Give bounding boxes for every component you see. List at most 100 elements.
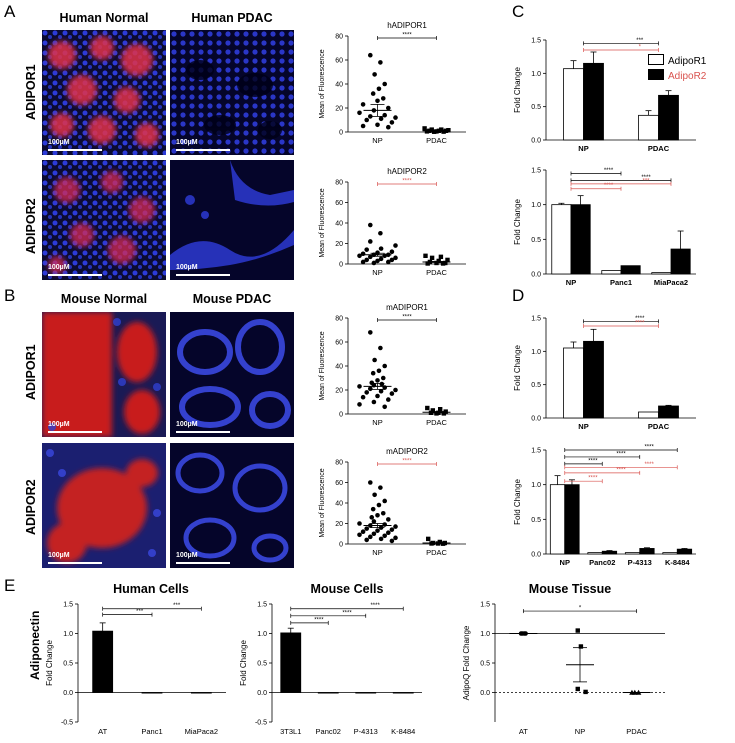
scale-label: 100µM	[176, 552, 198, 559]
mADIPOR2-point	[426, 536, 431, 542]
hADIPOR1-ytick-label: 60	[335, 58, 343, 65]
mADIPOR2-point	[360, 529, 366, 534]
E_human-xtick-label: Panc1	[141, 727, 162, 736]
mADIPOR2-point	[389, 527, 395, 532]
mADIPOR1-point	[382, 363, 388, 369]
D_bottom-bar	[601, 550, 618, 555]
C_top-ytick-label: 0.0	[531, 138, 541, 145]
hADIPOR2-point	[386, 259, 391, 265]
hADIPOR2-xtick-label: NP	[372, 268, 382, 277]
legend-item-adipor1: AdipoR1	[648, 54, 706, 69]
hADIPOR1-point	[393, 115, 398, 120]
mADIPOR1-point	[371, 399, 377, 405]
hADIPOR2-point	[368, 222, 373, 228]
E_mouse-xtick-label: P-4313	[354, 727, 378, 736]
C_bottom-sig-label: ****	[641, 175, 651, 181]
mADIPOR1-point	[441, 411, 447, 416]
E_human-bar	[92, 630, 114, 693]
mADIPOR2-xtick-label: NP	[372, 548, 382, 557]
D_top-ytick-label: 1.5	[531, 316, 541, 323]
hADIPOR2-point	[378, 256, 384, 262]
micrograph-mouse-normal-adipor1: 100µM	[42, 312, 166, 437]
hADIPOR2-point	[429, 255, 435, 261]
hADIPOR1-point	[375, 98, 380, 104]
hADIPOR2-ytick-label: 0	[339, 262, 343, 269]
D_bottom-ytick-label: 0.5	[531, 517, 541, 524]
mADIPOR1-point	[370, 370, 376, 376]
mADIPOR2-point	[357, 532, 362, 538]
E_mouse-sig-label: ****	[342, 610, 352, 616]
E_mouse-ylabel: Fold Change	[239, 640, 248, 686]
hADIPOR1-point	[364, 117, 370, 123]
hADIPOR2-point	[434, 260, 439, 266]
C_bottom-ytick-label: 1.0	[531, 202, 541, 209]
hADIPOR2-sig-label: ****	[402, 179, 412, 185]
mADIPOR2-point	[393, 524, 398, 529]
hADIPOR2-point	[425, 261, 430, 266]
D_bottom-sig-label: ****	[616, 467, 626, 473]
hADIPOR1-point	[368, 52, 373, 58]
mADIPOR2-point	[378, 485, 383, 490]
E_human-ytick-label: 0.0	[63, 690, 73, 697]
mADIPOR2-point	[389, 538, 395, 544]
E_human-xtick-label: AT	[98, 727, 107, 736]
col-title-mouse-normal: Mouse Normal	[60, 292, 148, 306]
C_bottom-bar	[570, 204, 591, 275]
scale-label: 100µM	[48, 139, 70, 146]
mADIPOR1-sig-label: ****	[402, 315, 412, 321]
mADIPOR2-ytick-label: 60	[335, 480, 343, 487]
mADIPOR1-ytick-label: 40	[335, 364, 343, 371]
D_top-sig-label: ****	[635, 321, 645, 327]
hADIPOR1-xtick-label: PDAC	[426, 136, 447, 145]
mADIPOR1-point	[386, 397, 391, 402]
scale-label: 100µM	[48, 552, 70, 559]
E_tissue-point	[578, 644, 584, 649]
micrograph-human-pdac-adipor2: 100µM	[170, 160, 294, 280]
hADIPOR1-point	[382, 81, 388, 87]
mADIPOR1-ytick-label: 80	[335, 316, 343, 323]
mADIPOR2-point	[370, 506, 376, 512]
C_top-bar	[563, 68, 584, 141]
D_top-bar	[638, 411, 659, 419]
D_bottom-bar	[676, 548, 693, 555]
mADIPOR2-point	[393, 535, 398, 541]
E_tissue-xtick-label: NP	[575, 727, 585, 736]
C_top-bar	[638, 114, 659, 141]
mADIPOR1-point	[434, 411, 439, 416]
hADIPOR2-point	[375, 250, 380, 256]
hADIPOR2-point	[364, 247, 370, 252]
chart-title-human-cells: Human Cells	[113, 582, 189, 596]
D_bottom-sig-label: ****	[588, 458, 598, 464]
legend: AdipoR1 AdipoR2	[648, 54, 706, 84]
D_top-ytick-label: 0.0	[531, 416, 541, 423]
hADIPOR2-point	[368, 239, 373, 244]
hADIPOR1-point	[422, 126, 427, 131]
chart-title-mouse-tissue: Mouse Tissue	[528, 582, 612, 596]
hADIPOR1-point	[386, 124, 391, 130]
mADIPOR1-point	[357, 402, 362, 407]
hADIPOR2-point	[360, 259, 366, 265]
hADIPOR1-point	[380, 96, 386, 101]
panel-label-b: B	[4, 286, 16, 305]
D_top-bar	[563, 347, 584, 419]
E_tissue-ytick-label: 1.5	[480, 602, 490, 609]
E_mouse-ytick-label: 1.0	[257, 631, 267, 638]
panel-label-d: D	[512, 286, 525, 305]
D_bottom-sig-label: ****	[644, 462, 654, 468]
hADIPOR1-point	[424, 129, 430, 134]
mADIPOR1-point	[378, 345, 383, 351]
E_mouse-xtick-label: K-8484	[391, 727, 415, 736]
hADIPOR1-ytick-label: 80	[335, 34, 343, 41]
hADIPOR2-point	[378, 230, 383, 236]
mADIPOR1-point	[357, 384, 362, 389]
mADIPOR2-ytick-label: 40	[335, 501, 343, 508]
micrograph-mouse-normal-adipor2: 100µM	[42, 443, 166, 568]
C_bottom-bar	[601, 270, 622, 275]
E_human-xtick-label: MiaPaca2	[185, 727, 218, 736]
D_bottom-xtick-label: K-8484	[665, 558, 690, 567]
C_bottom-ytick-label: 0.0	[531, 272, 541, 279]
micrograph-mouse-pdac-adipor2: 100µM	[170, 443, 294, 568]
micrograph-mouse-pdac-adipor1: 100µM	[170, 312, 294, 437]
mADIPOR2-point	[371, 519, 377, 524]
